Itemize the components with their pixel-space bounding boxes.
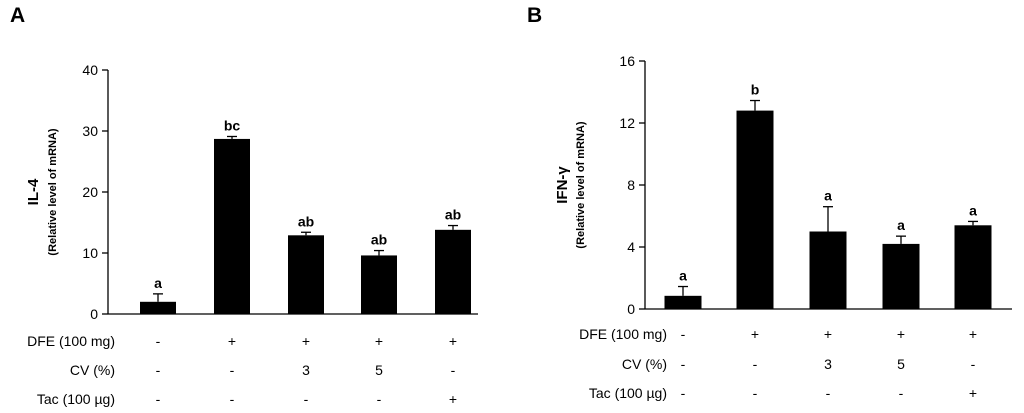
bar xyxy=(214,138,250,314)
significance-label: a xyxy=(897,217,905,233)
y-tick-label: 20 xyxy=(82,184,98,200)
significance-label: a xyxy=(679,268,687,284)
significance-label: ab xyxy=(298,213,314,229)
bar xyxy=(288,235,324,314)
significance-label: bc xyxy=(224,117,241,133)
treatment-value: - xyxy=(230,391,235,407)
treatment-value: - xyxy=(753,385,758,401)
y-axis-sublabel: (Relative level of mRNA) xyxy=(47,128,59,255)
treatment-value: + xyxy=(375,333,383,349)
y-tick-label: 30 xyxy=(82,123,98,139)
treatment-label: DFE (100 mg) xyxy=(579,326,667,342)
y-axis-label: IFN-γ xyxy=(554,166,571,204)
bar xyxy=(361,255,397,314)
treatment-value: + xyxy=(969,385,977,401)
treatment-value: - xyxy=(304,391,309,407)
panel-letter-b: B xyxy=(527,4,542,27)
treatment-label: CV (%) xyxy=(622,356,667,372)
treatment-value: + xyxy=(449,333,457,349)
significance-label: a xyxy=(969,202,977,218)
treatment-value: - xyxy=(681,326,686,342)
y-tick-label: 0 xyxy=(90,306,98,322)
y-tick-label: 16 xyxy=(619,53,635,69)
y-tick-label: 10 xyxy=(82,245,98,261)
bar xyxy=(140,301,176,314)
bar xyxy=(954,225,992,309)
y-tick-label: 40 xyxy=(82,62,98,78)
treatment-label: DFE (100 mg) xyxy=(27,333,115,349)
treatment-label: CV (%) xyxy=(70,362,115,378)
treatment-value: + xyxy=(751,326,759,342)
treatment-value: + xyxy=(969,326,977,342)
bar xyxy=(664,295,702,309)
treatment-value: + xyxy=(302,333,310,349)
significance-label: a xyxy=(154,275,162,291)
y-tick-label: 0 xyxy=(627,301,635,317)
significance-label: a xyxy=(824,188,832,204)
bar xyxy=(435,229,471,314)
treatment-value: - xyxy=(681,385,686,401)
treatment-value: - xyxy=(899,385,904,401)
treatment-value: 3 xyxy=(824,356,832,372)
y-tick-label: 4 xyxy=(627,239,635,255)
treatment-value: - xyxy=(156,391,161,407)
bar xyxy=(809,231,847,309)
treatment-value: + xyxy=(228,333,236,349)
significance-label: ab xyxy=(371,232,387,248)
significance-label: ab xyxy=(445,207,461,223)
treatment-value: - xyxy=(826,385,831,401)
bar xyxy=(882,243,920,309)
treatment-value: - xyxy=(156,333,161,349)
treatment-value: - xyxy=(230,362,235,378)
treatment-value: 3 xyxy=(302,362,310,378)
significance-label: b xyxy=(751,82,760,98)
treatment-value: + xyxy=(897,326,905,342)
treatment-value: + xyxy=(449,391,457,407)
treatment-value: 5 xyxy=(897,356,905,372)
treatment-value: - xyxy=(377,391,382,407)
y-tick-label: 12 xyxy=(619,115,635,131)
treatment-label: Tac (100 µg) xyxy=(37,391,115,407)
y-axis-label: IL-4 xyxy=(25,178,42,205)
treatment-value: - xyxy=(451,362,456,378)
treatment-value: - xyxy=(971,356,976,372)
treatment-value: - xyxy=(753,356,758,372)
treatment-value: - xyxy=(681,356,686,372)
treatment-value: 5 xyxy=(375,362,383,378)
bar xyxy=(736,110,774,309)
treatment-label: Tac (100 µg) xyxy=(589,385,667,401)
panel-letter-a: A xyxy=(10,4,25,27)
treatment-value: + xyxy=(824,326,832,342)
y-axis-sublabel: (Relative level of mRNA) xyxy=(575,121,587,248)
y-tick-label: 8 xyxy=(627,177,635,193)
treatment-value: - xyxy=(156,362,161,378)
